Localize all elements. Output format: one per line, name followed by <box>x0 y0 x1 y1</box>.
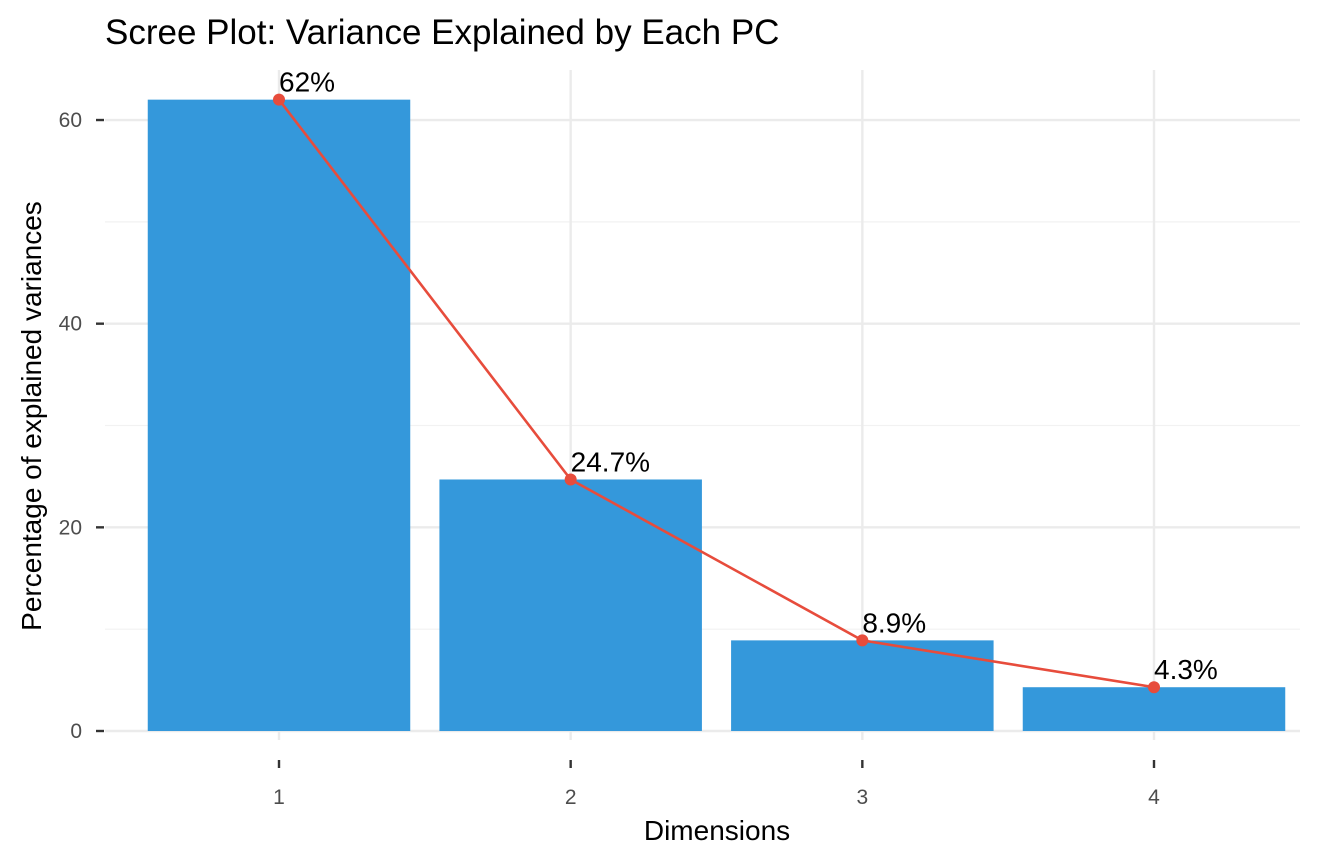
bars-layer <box>147 99 1286 732</box>
bar-dim-2 <box>439 479 702 731</box>
y-tick-label: 60 <box>59 109 82 132</box>
data-label-dim-1: 62% <box>279 67 335 98</box>
y-axis-title: Percentage of explained variances <box>16 201 47 631</box>
bar-dim-4 <box>1022 687 1286 731</box>
y-tick-label: 0 <box>70 720 82 743</box>
variance-point-dim-3 <box>856 634 869 647</box>
axes-layer: 0 20 40 60 1 2 3 4 <box>59 109 1161 809</box>
y-tick-label: 20 <box>59 516 82 539</box>
variance-line <box>277 98 1155 689</box>
variance-point-dim-1 <box>273 93 285 106</box>
data-labels-layer: 62% 24.7% 8.9% 4.3% <box>279 67 1218 686</box>
x-tick-label: 1 <box>273 786 285 809</box>
bar-dim-1 <box>147 99 411 732</box>
data-label-dim-2: 24.7% <box>571 446 650 477</box>
data-label-dim-3: 8.9% <box>862 607 926 638</box>
chart-title: Scree Plot: Variance Explained by Each P… <box>105 13 779 52</box>
variance-point-dim-2 <box>564 473 577 486</box>
variance-point-dim-4 <box>1148 681 1160 694</box>
x-axis-title: Dimensions <box>644 815 790 846</box>
x-tick-label: 4 <box>1148 786 1160 809</box>
x-tick-label: 3 <box>856 786 868 809</box>
y-tick-label: 40 <box>59 313 82 336</box>
x-tick-label: 2 <box>565 786 577 809</box>
data-label-dim-4: 4.3% <box>1154 654 1218 685</box>
line-layer <box>273 93 1160 694</box>
